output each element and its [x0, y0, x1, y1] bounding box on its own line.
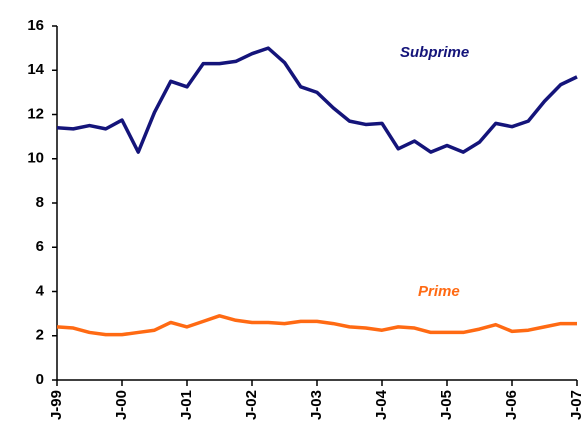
- x-tick-label: J-07: [568, 390, 585, 420]
- series-label: Prime: [418, 283, 460, 300]
- series-line: [56, 314, 577, 337]
- x-tick-label: J-01: [178, 390, 195, 420]
- y-tick-label: 0: [36, 371, 44, 388]
- x-tick-label: J-05: [438, 390, 455, 420]
- x-tick-label: J-06: [503, 390, 520, 420]
- y-tick-label: 4: [36, 282, 45, 299]
- x-tick-label: J-99: [48, 390, 65, 420]
- y-tick-label: 6: [36, 238, 44, 255]
- x-tick-label: J-04: [373, 389, 390, 420]
- series-line: [56, 46, 578, 154]
- y-tick-label: 12: [27, 105, 44, 122]
- y-tick-label: 8: [36, 194, 44, 211]
- series-label: Subprime: [400, 44, 469, 61]
- x-tick-label: J-03: [308, 390, 325, 420]
- x-tick-label: J-02: [243, 390, 260, 420]
- y-tick-label: 10: [27, 150, 44, 167]
- x-tick-label: J-00: [113, 390, 130, 420]
- y-tick-label: 14: [27, 61, 44, 78]
- y-tick-label: 16: [27, 17, 44, 34]
- y-tick-label: 2: [36, 327, 44, 344]
